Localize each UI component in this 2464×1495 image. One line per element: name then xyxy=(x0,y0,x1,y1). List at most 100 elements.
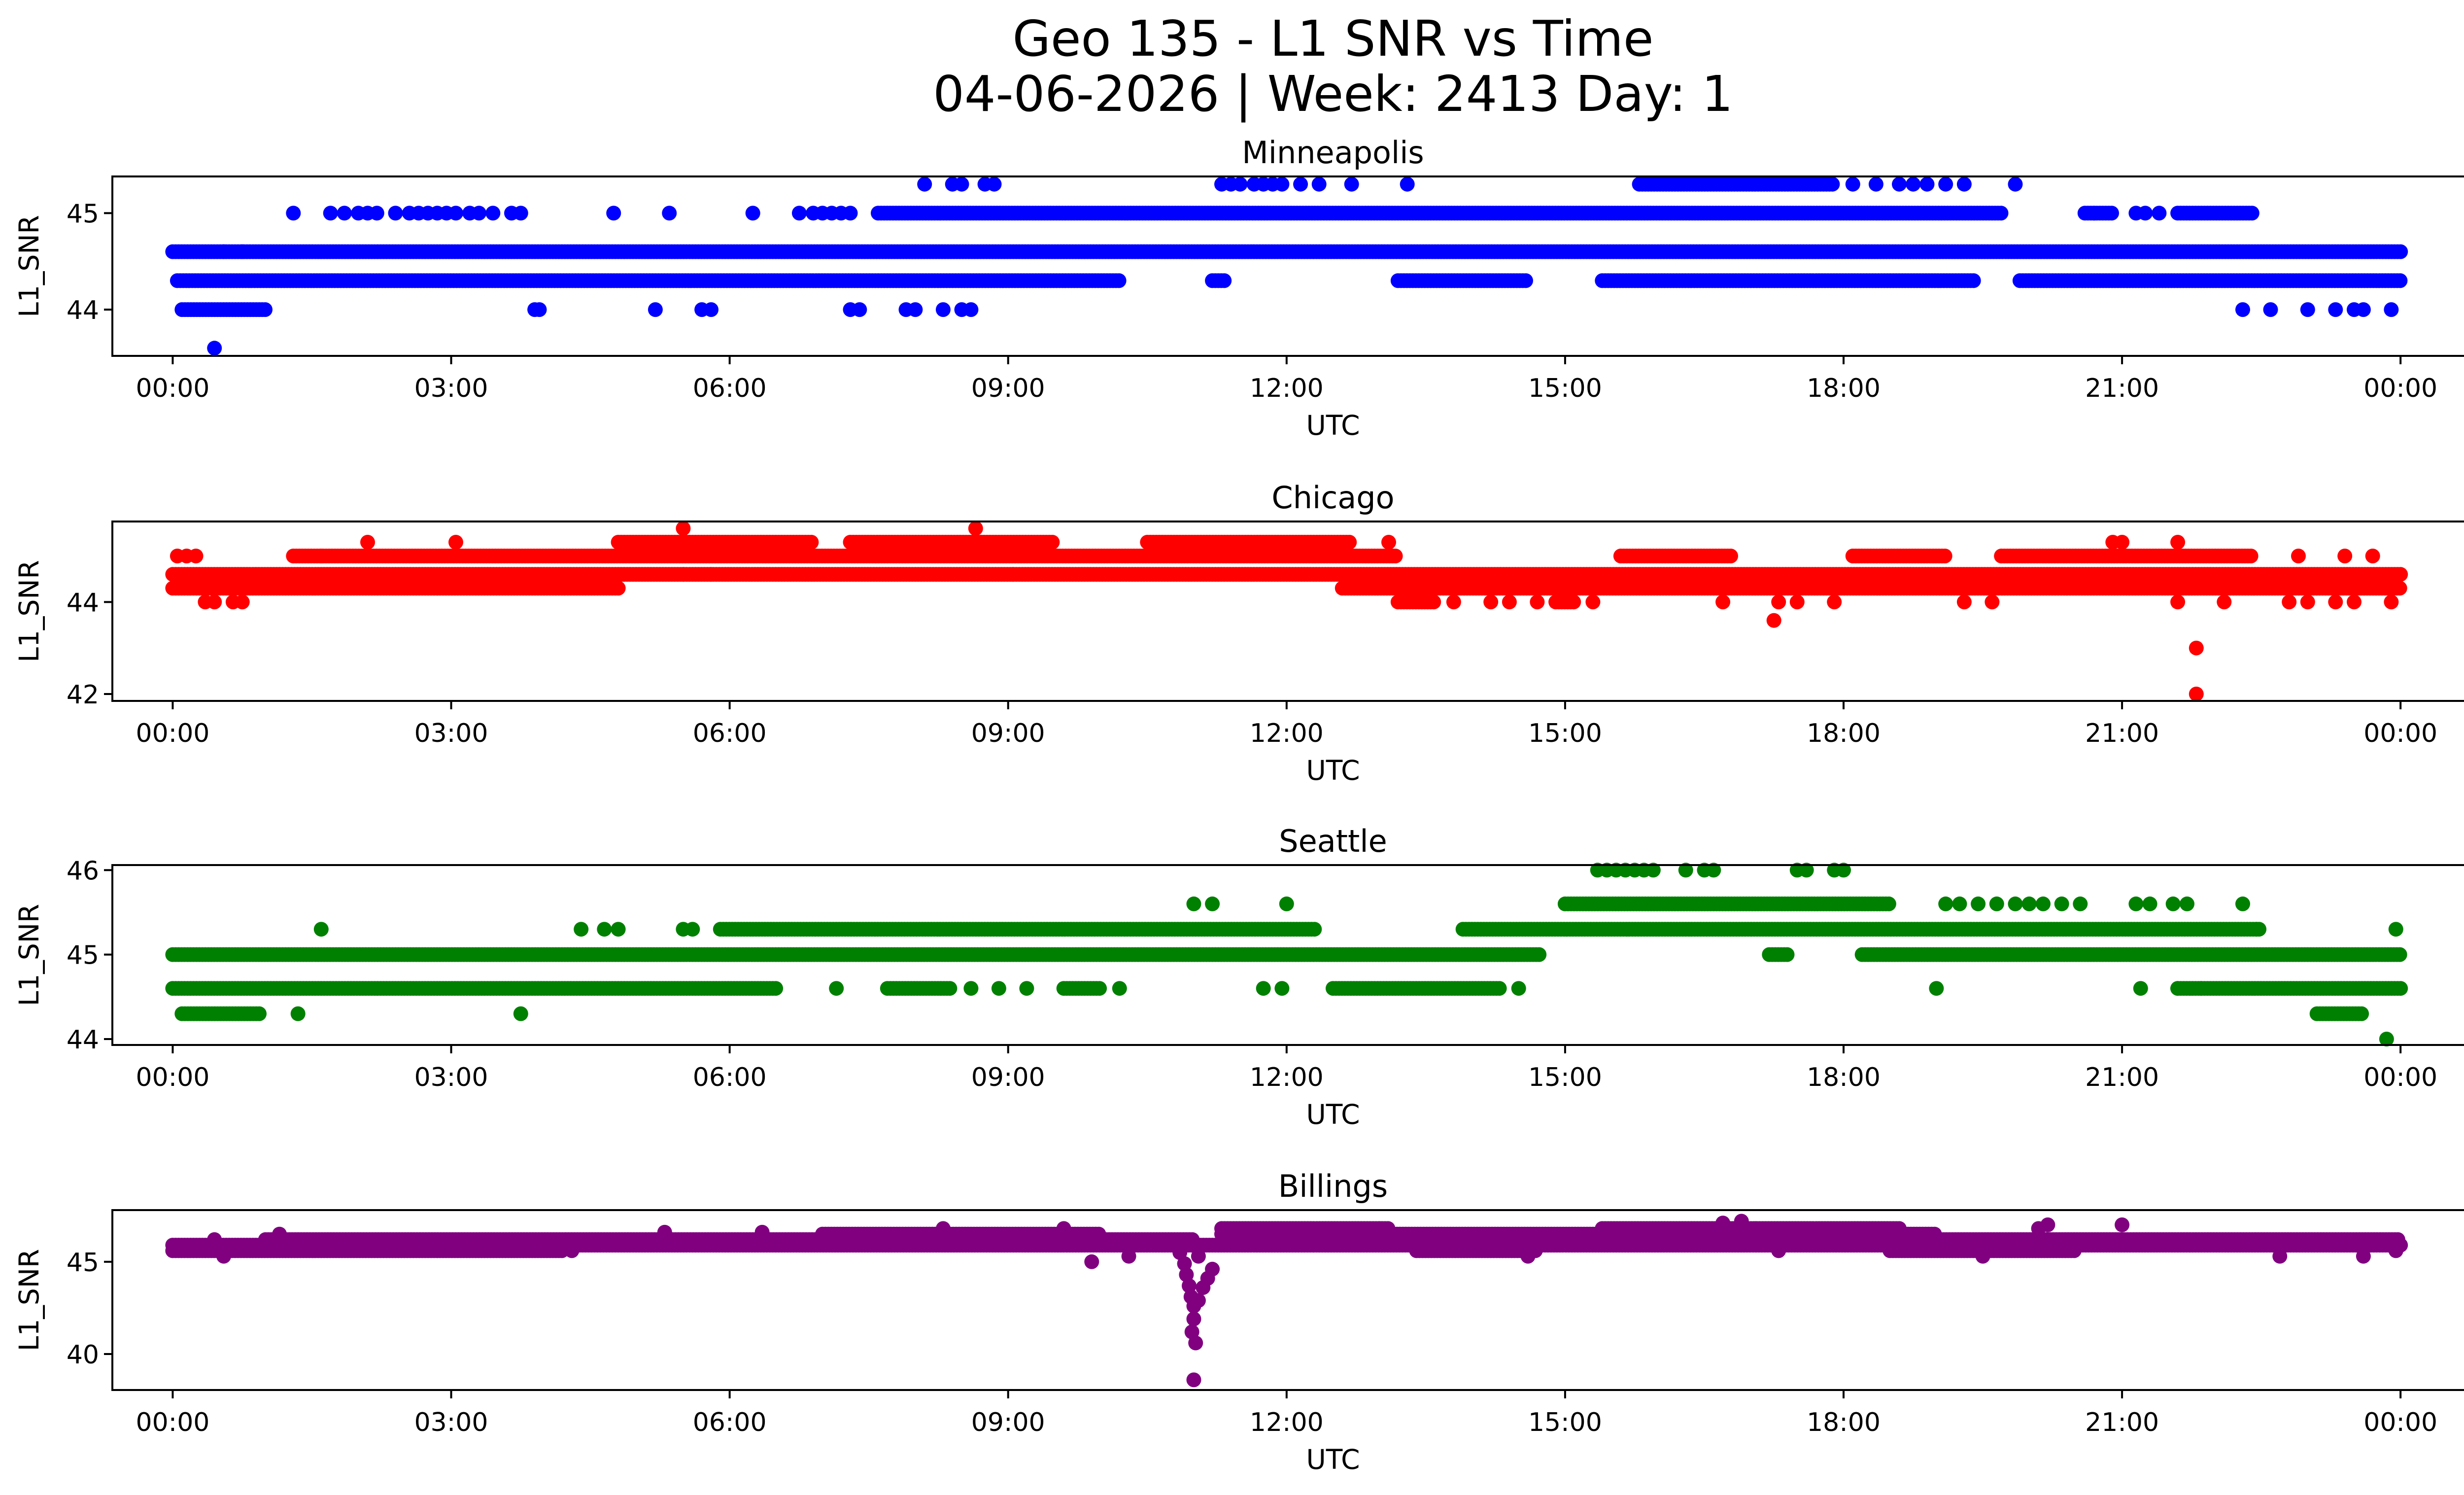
data-point xyxy=(2337,549,2353,563)
data-point xyxy=(606,206,621,221)
data-point xyxy=(313,549,329,563)
data-point xyxy=(935,302,951,317)
data-point xyxy=(369,206,384,221)
data-point xyxy=(2217,594,2232,610)
data-point xyxy=(1789,594,1805,610)
panel-title: Chicago xyxy=(1271,480,1394,516)
data-point xyxy=(2365,549,2380,563)
data-point xyxy=(1956,176,1972,192)
data-point xyxy=(1274,176,1290,192)
data-point xyxy=(1938,176,1953,192)
data-point xyxy=(804,535,819,550)
data-point xyxy=(2008,176,2023,192)
data-point xyxy=(963,302,979,317)
data-point xyxy=(768,981,784,996)
data-point xyxy=(1311,176,1327,192)
data-point xyxy=(2393,567,2408,582)
data-point xyxy=(188,549,204,563)
scatter-points xyxy=(165,521,2408,701)
data-point xyxy=(388,206,403,221)
data-point xyxy=(942,981,958,996)
x-tick-label: 00:00 xyxy=(136,374,210,403)
data-point xyxy=(1293,176,1308,192)
x-tick-label: 00:00 xyxy=(136,719,210,748)
data-point xyxy=(2392,581,2407,596)
panel-title: Seattle xyxy=(1279,823,1387,859)
panel-chicago: Chicago 00:00 03:00 06:00 09:00 12:00 15:00 18… xyxy=(13,480,2464,786)
data-point xyxy=(2384,302,2399,317)
data-point xyxy=(968,521,983,536)
data-point xyxy=(448,535,463,550)
data-point xyxy=(1446,594,1461,610)
data-point xyxy=(662,206,677,221)
data-point xyxy=(1518,273,1533,288)
data-point xyxy=(2170,535,2186,550)
data-point xyxy=(1845,176,1860,192)
data-point xyxy=(2393,244,2408,259)
data-point xyxy=(1532,947,1547,962)
figure-title-line1: Geo 135 - L1 SNR vs Time xyxy=(1013,10,1654,68)
data-point xyxy=(1937,549,1952,563)
data-point xyxy=(852,302,867,317)
data-point xyxy=(1381,535,1396,550)
data-point xyxy=(2300,302,2315,317)
x-tick-label: 03:00 xyxy=(414,719,488,748)
data-point xyxy=(1780,947,1795,962)
data-point xyxy=(1993,206,2009,221)
data-point xyxy=(843,206,858,221)
data-point xyxy=(1715,594,1731,610)
data-point xyxy=(1492,981,1507,996)
data-point xyxy=(1956,594,1972,610)
x-axis-ticks: 00:00 03:00 06:00 09:00 12:00 15:00 18:00 21:00… xyxy=(136,356,2437,403)
data-point xyxy=(611,581,626,596)
data-point xyxy=(1111,273,1127,288)
data-point xyxy=(791,206,807,221)
data-point xyxy=(2189,640,2204,656)
data-point xyxy=(2282,594,2297,610)
data-point xyxy=(2300,594,2315,610)
x-tick-label: 00:00 xyxy=(2363,719,2437,748)
data-point xyxy=(1892,176,1907,192)
data-point xyxy=(2152,206,2167,221)
data-point xyxy=(235,594,250,610)
y-tick-label: 44 xyxy=(67,296,99,325)
data-point xyxy=(1868,176,1883,192)
data-point xyxy=(1426,594,1441,610)
x-tick-label: 15:00 xyxy=(1528,374,1602,403)
data-point xyxy=(532,302,547,317)
panel-title: Minneapolis xyxy=(1242,135,1424,171)
data-point xyxy=(2244,206,2259,221)
data-point xyxy=(987,176,1002,192)
x-tick-label: 12:00 xyxy=(1250,374,1324,403)
data-point xyxy=(2138,206,2153,221)
data-point xyxy=(1502,594,1517,610)
data-point xyxy=(2393,273,2408,288)
data-point xyxy=(1092,981,1107,996)
data-point xyxy=(1217,273,1232,288)
data-point xyxy=(1585,594,1601,610)
plot-frame xyxy=(111,175,2464,357)
data-point xyxy=(2356,302,2371,317)
data-point xyxy=(2115,535,2130,550)
data-point xyxy=(2170,594,2186,610)
panel-minneapolis: Minneapolis 00:00 03:00 06:00 09:00 12:00 15:… xyxy=(13,135,2464,441)
data-point xyxy=(1825,176,1840,192)
data-point xyxy=(2263,302,2278,317)
y-tick-label: 44 xyxy=(67,588,99,618)
x-axis-label: UTC xyxy=(1306,410,1360,441)
data-point xyxy=(1966,273,1981,288)
data-point xyxy=(2291,549,2306,563)
x-axis-label: UTC xyxy=(1306,755,1360,786)
data-point xyxy=(1766,613,1781,628)
data-point xyxy=(286,206,301,221)
scatter-points xyxy=(165,176,2408,356)
data-point xyxy=(1723,549,1738,563)
x-tick-label: 03:00 xyxy=(414,374,488,403)
data-point xyxy=(323,206,338,221)
data-point xyxy=(2393,981,2408,996)
data-point xyxy=(1827,594,1842,610)
data-point xyxy=(1344,176,1359,192)
data-point xyxy=(2328,302,2343,317)
